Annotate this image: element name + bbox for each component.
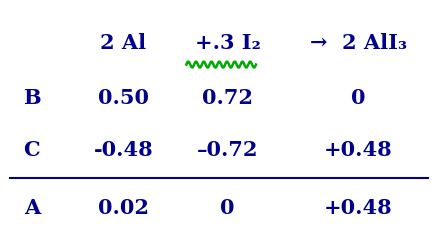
Text: 0: 0 — [351, 87, 366, 107]
Text: +0.48: +0.48 — [324, 197, 392, 217]
Text: 0.50: 0.50 — [98, 87, 149, 107]
Text: B: B — [23, 87, 41, 107]
Text: C: C — [24, 140, 40, 160]
Text: A: A — [24, 197, 40, 217]
Text: +.3 I₂: +.3 I₂ — [195, 33, 261, 52]
Text: 0: 0 — [220, 197, 235, 217]
Text: 0.72: 0.72 — [202, 87, 253, 107]
Text: -0.48: -0.48 — [93, 140, 153, 160]
Text: +0.48: +0.48 — [324, 140, 392, 160]
Text: –0.72: –0.72 — [197, 140, 258, 160]
Text: 2 Al: 2 Al — [100, 33, 146, 52]
Text: 0.02: 0.02 — [98, 197, 149, 217]
Text: →  2 AlI₃: → 2 AlI₃ — [310, 33, 407, 52]
